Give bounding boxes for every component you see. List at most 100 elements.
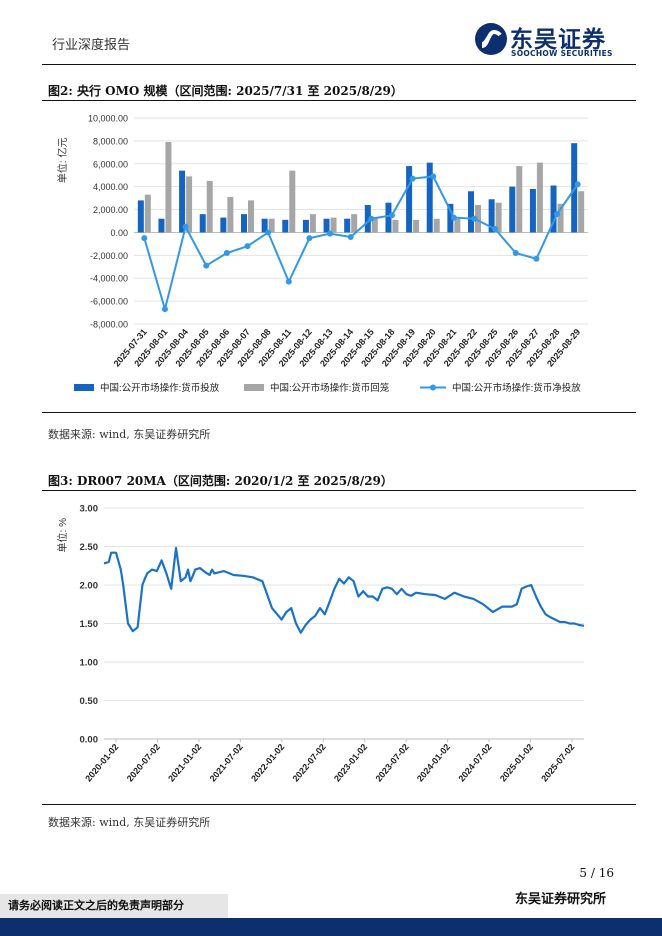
withdrawal-bar (206, 180, 213, 233)
y-tick-label: 0.00 (80, 735, 99, 746)
net-injection-point (492, 226, 499, 233)
x-tick-label: 2020-07-02 (125, 742, 162, 784)
y-tick-label: 6,000.00 (93, 159, 128, 169)
legend-swatch-withdrawal (244, 384, 264, 391)
y-tick-label: -4,000.00 (90, 274, 128, 284)
x-tick-label: 2021-07-02 (208, 742, 245, 784)
net-injection-point (430, 173, 437, 180)
dr007-line-chart: 3.00 2.50 2.00 1.50 1.00 0.50 0.00 单位: % 2020-01… (56, 504, 585, 784)
y-tick-label: 1.00 (80, 658, 99, 669)
net-injection-point (471, 215, 478, 222)
net-injection-point (244, 243, 251, 250)
withdrawal-bar (351, 214, 358, 233)
y-axis-title: 单位: % (56, 518, 69, 553)
x-tick-label: 2025-07-02 (539, 742, 576, 784)
net-injection-point (409, 175, 416, 182)
injection-bar (364, 204, 371, 233)
header-rule (42, 64, 636, 65)
injection-bar (261, 218, 268, 233)
x-tick-label: 2021-01-02 (166, 742, 203, 784)
injection-bar (158, 218, 165, 233)
withdrawal-bar (433, 218, 440, 233)
y-tick-label: 3.00 (80, 504, 99, 515)
y-tick-label: 0.00 (110, 228, 128, 238)
report-type-label: 行业深度报告 (52, 38, 131, 53)
x-tick-label: 2023-01-02 (332, 742, 369, 784)
injection-bar (447, 203, 454, 233)
withdrawal-bar (165, 142, 172, 233)
withdrawal-bar (186, 176, 193, 233)
y-tick-label: 2,000.00 (93, 205, 128, 215)
y-tick-label: 8,000.00 (93, 136, 128, 146)
withdrawal-bar (289, 170, 296, 233)
y-tick-label: -6,000.00 (90, 297, 128, 307)
net-injection-point (512, 250, 519, 257)
withdrawal-bar (330, 217, 337, 233)
x-tick-label: 2024-07-02 (456, 742, 493, 784)
withdrawal-bar (454, 218, 461, 233)
withdrawal-bar (516, 166, 523, 233)
omo-bar-chart: 10,000.00 8,000.00 6,000.00 4,000.00 2,000.0… (56, 114, 588, 394)
withdrawal-bar (495, 202, 502, 233)
injection-bar (468, 191, 474, 233)
logo-text-en: SOOCHOW SECURITIES (511, 49, 613, 58)
brand-logo: 东吴证券 SOOCHOW SECURITIES (474, 20, 624, 62)
net-injection-point (574, 181, 581, 188)
injection-bar (385, 202, 392, 233)
net-injection-point (554, 211, 561, 218)
x-tick-label: 2022-01-02 (249, 742, 286, 784)
net-injection-point (285, 278, 292, 285)
withdrawal-bar (557, 203, 564, 233)
x-tick-label: 2023-07-02 (373, 742, 410, 784)
injection-bar (137, 200, 144, 233)
figure2-source: 数据来源: wind, 东吴证券研究所 (48, 428, 211, 441)
figure3-title: 图3: DR007 20MA（区间范围: 2020/1/2 至 2025/8/2… (48, 474, 393, 488)
withdrawal-bar (144, 194, 151, 233)
withdrawal-bar (371, 218, 378, 233)
injection-bar (179, 170, 186, 233)
injection-bar (488, 199, 495, 233)
legend-marker-net (430, 384, 436, 391)
net-injection-point (368, 215, 375, 222)
x-tick-label: 2025-01-02 (498, 742, 535, 784)
net-injection-point (306, 235, 313, 242)
net-injection-line (143, 175, 579, 313)
injection-bar (406, 166, 413, 233)
page-number: 5 / 16 (579, 866, 614, 880)
net-injection-point (182, 223, 189, 230)
legend-label-injection: 中国:公开市场操作:货币投放 (100, 382, 220, 394)
x-tick-label: 2020-01-02 (83, 742, 120, 784)
injection-bar (241, 214, 247, 233)
net-injection-point (327, 230, 334, 237)
logo-text-cn: 东吴证券 (510, 27, 606, 53)
x-tick-label: 2022-07-02 (291, 742, 328, 784)
figure2-top-rule (42, 100, 636, 101)
withdrawal-bar (578, 191, 585, 233)
net-injection-point (265, 229, 272, 236)
withdrawal-bar (309, 214, 316, 233)
injection-bar (344, 218, 351, 233)
y-tick-label: 4,000.00 (93, 182, 128, 192)
footer-org: 东吴证券研究所 (514, 892, 606, 907)
withdrawal-bar (536, 162, 543, 233)
injection-bar (323, 218, 330, 233)
injection-bar (426, 162, 433, 233)
figure3-source: 数据来源: wind, 东吴证券研究所 (48, 816, 211, 829)
logo-mark-icon (475, 23, 507, 55)
y-axis-title: 单位: 亿元 (56, 138, 69, 184)
y-tick-label: -8,000.00 (90, 320, 128, 330)
withdrawal-bar (248, 200, 254, 233)
net-injection-point (161, 306, 168, 313)
injection-bar (529, 188, 536, 233)
withdrawal-bar (475, 204, 481, 233)
net-injection-point (203, 262, 210, 269)
y-tick-label: 2.00 (80, 581, 99, 592)
injection-bar (220, 217, 227, 233)
withdrawal-bar (268, 218, 275, 233)
legend-label-net: 中国:公开市场操作:货币净投放 (452, 382, 581, 394)
y-tick-label: 1.50 (80, 619, 99, 630)
x-tick-label: 2024-01-02 (415, 742, 452, 784)
y-tick-label: 10,000.00 (88, 114, 128, 124)
figure3-top-rule (42, 490, 636, 491)
y-tick-label: 0.50 (80, 696, 99, 707)
